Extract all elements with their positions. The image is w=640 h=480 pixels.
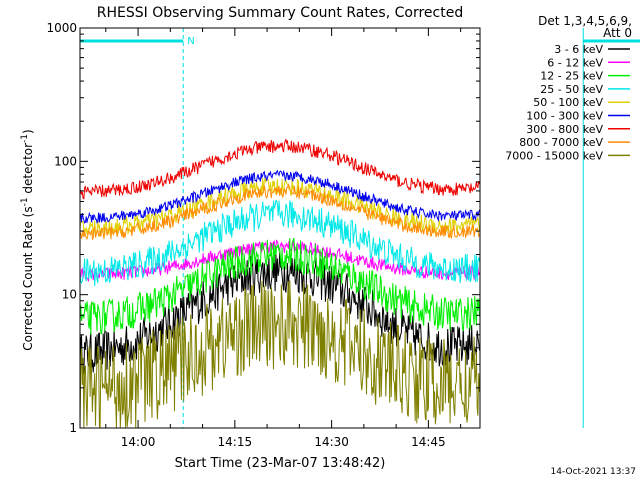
series-line — [79, 280, 480, 429]
plot-frame — [79, 27, 481, 429]
y-axis-label-sup1: -1 — [20, 197, 30, 206]
y-axis-label: Corrected Count Rate (s-1 detector-1) — [20, 129, 35, 350]
marker-n-label: N — [187, 36, 194, 47]
legend-label: 6 - 12 keV — [547, 56, 603, 69]
series-line — [79, 183, 480, 241]
y-tick-label: 1000 — [46, 21, 77, 35]
legend-label: 50 - 100 keV — [533, 96, 603, 109]
y-tick-label: 10 — [62, 288, 77, 302]
legend-label: 800 - 7000 keV — [519, 136, 603, 149]
series-line — [79, 237, 480, 335]
legend-label: 300 - 800 keV — [526, 123, 603, 136]
legend-label: 7000 - 15000 keV — [505, 149, 603, 162]
legend-label: 100 - 300 keV — [526, 110, 603, 123]
y-axis-label-mid: detector — [21, 143, 35, 198]
series-line — [80, 169, 480, 224]
y-axis-label-main: Corrected Count Rate (s — [21, 206, 35, 350]
legend-header-line1: Det 1,3,4,5,6,9, — [538, 14, 632, 28]
y-tick-label: 100 — [54, 154, 77, 168]
legend-header-line2: Att 0 — [603, 26, 632, 40]
y-axis-label-end: ) — [21, 129, 35, 134]
chart-title: RHESSI Observing Summary Count Rates, Co… — [97, 5, 463, 21]
plot-area: N — [79, 28, 640, 429]
y-tick-label: 1 — [69, 421, 77, 435]
x-axis-ticks: 14:00 14:15 14:30 14:45 — [105, 28, 462, 449]
x-axis-label: Start Time (23-Mar-07 13:48:42) — [175, 456, 386, 471]
x-tick-label: 14:45 — [411, 435, 446, 449]
series-line — [79, 200, 480, 287]
x-tick-label: 14:30 — [314, 435, 349, 449]
y-axis-label-sup2: -1 — [20, 134, 30, 143]
legend-label: 25 - 50 keV — [540, 83, 603, 96]
x-tick-label: 14:15 — [218, 435, 253, 449]
series-line — [79, 138, 480, 200]
legend-label: 3 - 6 keV — [554, 43, 603, 56]
y-axis-ticks: 1 10 100 1000 — [46, 21, 480, 435]
x-tick-label: 14:00 — [121, 435, 156, 449]
legend-label: 12 - 25 keV — [540, 70, 603, 83]
footer-date: 14-Oct-2021 13:37 — [551, 467, 636, 477]
